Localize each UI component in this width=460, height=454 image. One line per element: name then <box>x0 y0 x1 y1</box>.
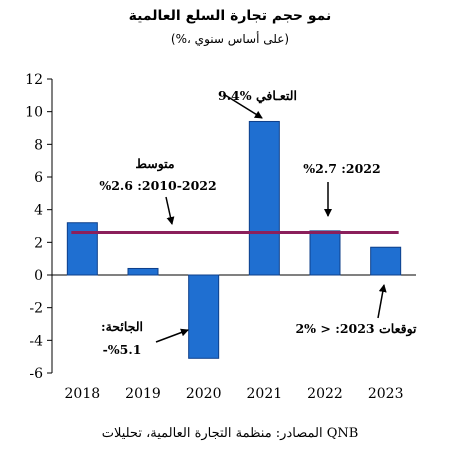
y-tick-label: 10 <box>25 105 43 121</box>
y-tick-label: 2 <box>34 235 43 251</box>
x-tick-label: 2020 <box>186 386 222 402</box>
annotation-2022: 2022: %2.7 <box>303 161 380 176</box>
y-tick-label: 0 <box>34 268 43 284</box>
chart-subtitle: (%، على أساس سنوي) <box>170 32 290 46</box>
annotation-layer: التعـافي %9.4 متوسط 2010-2022: %2.6 2022… <box>99 88 417 357</box>
y-tick-label: 4 <box>34 203 43 219</box>
chart-title: نمو حجم تجارة السلع العالمية <box>128 8 332 24</box>
y-tick-label: 12 <box>25 72 43 88</box>
annotation-forecast: توقعات 2023: < %2 <box>295 321 417 337</box>
source-note: المصادر: منظمة التجارة العالمية، تحليلات… <box>101 426 359 441</box>
axis-layer: -6 -4 -2 0 2 4 6 8 10 12 2018 2019 2020 2021 2022 2023 <box>25 72 416 402</box>
x-tick-label: 2019 <box>125 386 161 402</box>
x-tick-label: 2021 <box>247 386 283 402</box>
annotation-pandemic-line2: %5.1- <box>103 342 142 357</box>
y-tick-label: 6 <box>34 170 43 186</box>
annotation-recovery-arrow <box>224 94 263 119</box>
bar-2019 <box>127 267 159 276</box>
bar-2018 <box>66 222 98 276</box>
y-tick-label: 8 <box>34 137 43 153</box>
annotation-average-arrow <box>165 196 175 225</box>
annotation-average-line2: 2010-2022: %2.6 <box>99 178 216 193</box>
y-tick-label: -2 <box>29 301 43 317</box>
bar-2021 <box>248 120 280 276</box>
x-tick-label: 2023 <box>368 386 404 402</box>
annotation-pandemic-arrow <box>155 328 189 343</box>
annotation-average-line1: متوسط <box>135 156 175 172</box>
annotation-forecast-arrow <box>377 284 387 319</box>
x-tick-label: 2022 <box>307 386 343 402</box>
bar-2023 <box>370 246 402 276</box>
annotation-recovery: التعـافي %9.4 <box>218 88 297 104</box>
y-tick-label: -4 <box>29 333 43 349</box>
annotation-pandemic-line1: الجائحة: <box>101 319 143 334</box>
y-tick-label: -6 <box>29 366 43 382</box>
bar-2020 <box>188 274 220 359</box>
bar-2022 <box>309 230 341 276</box>
x-tick-label: 2018 <box>65 386 101 402</box>
bar-layer <box>66 120 402 359</box>
